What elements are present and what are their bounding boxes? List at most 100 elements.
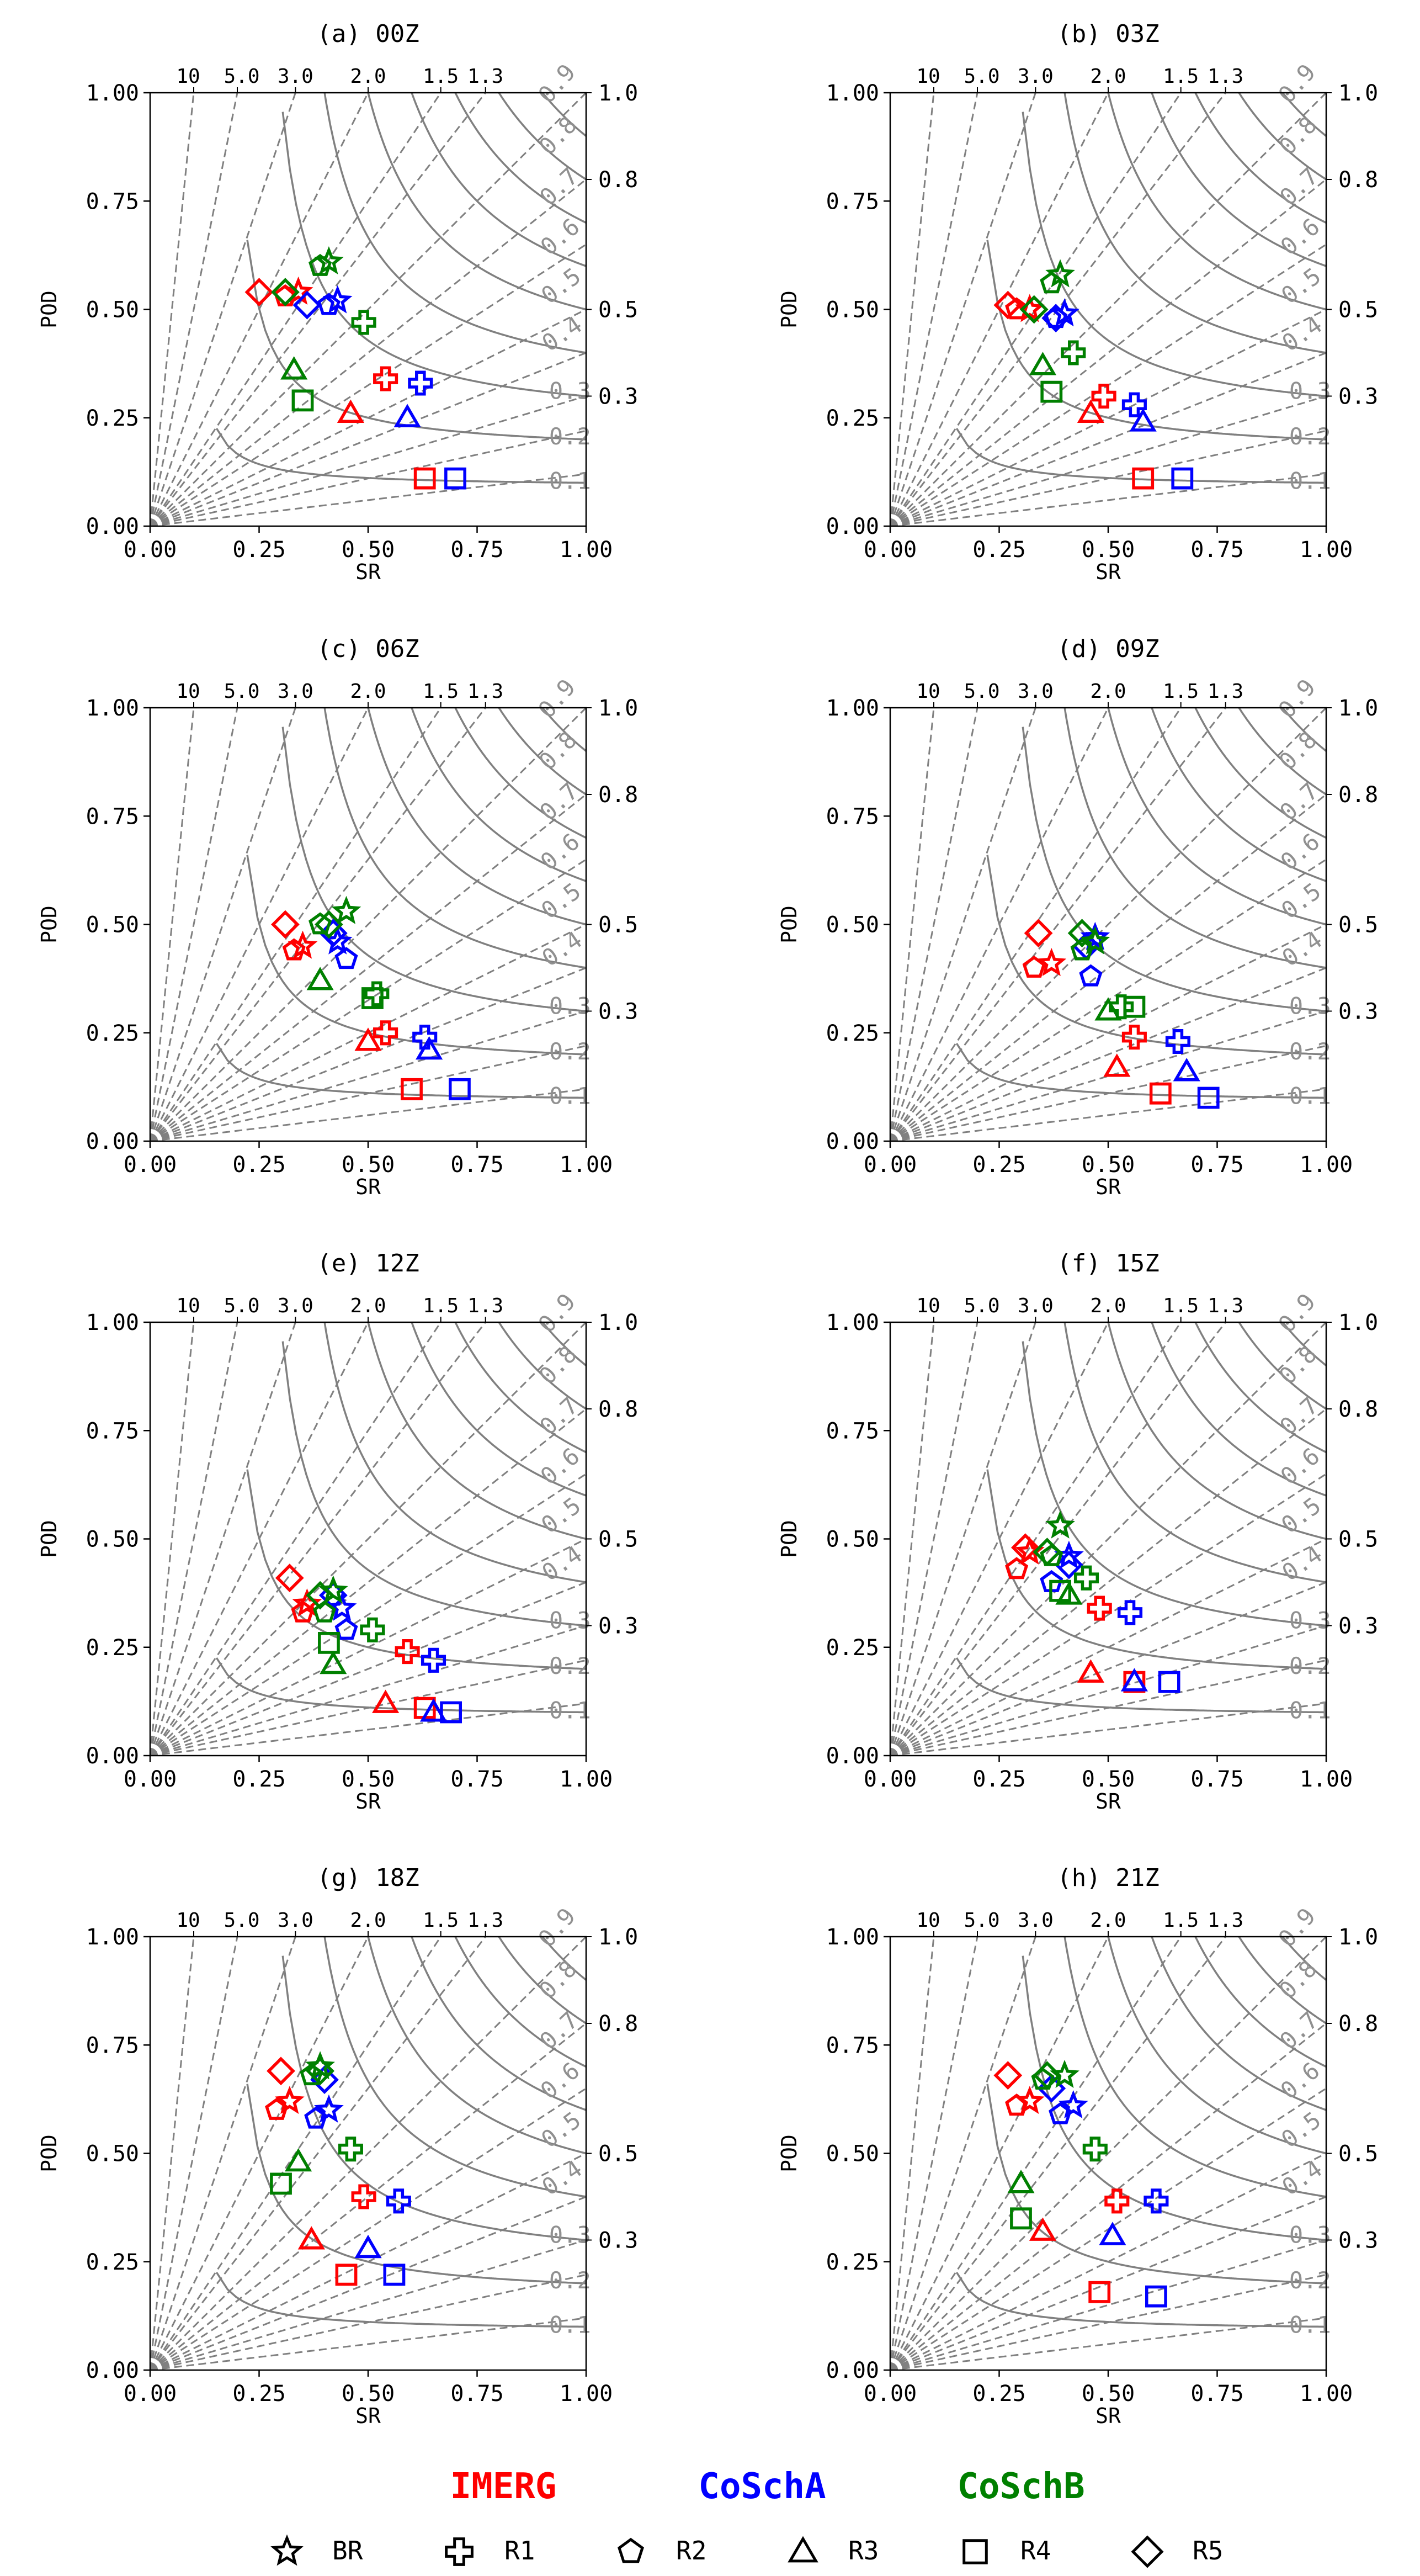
x-tick-label: 0.75: [1190, 1767, 1243, 1792]
marker-coscha-r1: [412, 1025, 438, 1050]
csi-curve: [986, 2084, 1326, 2285]
csi-curve: [541, 1937, 586, 1981]
panel-5: 0.10.20.30.40.50.60.70.80.90.00 0.25 0.50 0…: [777, 1249, 1378, 1814]
csi-label: 0.7: [1274, 2006, 1323, 2055]
bias-line: [890, 178, 1326, 526]
csi-label: 0.1: [549, 468, 591, 495]
x-tick-label: 0.00: [124, 537, 177, 563]
bias-line: [890, 1322, 1226, 1756]
x-tick-label: 0.25: [232, 537, 285, 563]
csi-label: 0.8: [1274, 1340, 1322, 1390]
marker-coscha-r2: [334, 1618, 358, 1640]
csi-label: 0.9: [533, 59, 581, 108]
marker-coscha-r3: [1120, 1668, 1148, 1692]
bias-line: [150, 93, 586, 526]
bias-label: 2.0: [350, 680, 386, 703]
bias-label: 1.5: [1163, 680, 1199, 703]
csi-label: 0.2: [549, 1652, 591, 1679]
csi-label: 0.1: [1289, 2312, 1331, 2339]
y-tick-label: 0.75: [86, 804, 139, 829]
y-tick-label: 0.00: [86, 1743, 139, 1769]
csi-curve: [281, 112, 586, 397]
csi-curve: [411, 708, 586, 882]
csi-label: 0.3: [549, 2221, 591, 2248]
y-axis-label: POD: [37, 1520, 61, 1558]
y-tick-label: 0.50: [826, 2142, 879, 2167]
csi-label: 0.6: [535, 828, 585, 876]
right-bias-label: 0.3: [1338, 384, 1378, 410]
marker-coscha-r1: [1117, 1600, 1143, 1625]
legend-dataset-imerg: IMERG: [450, 2466, 557, 2507]
csi-curve: [1063, 1322, 1326, 1583]
bias-line: [890, 93, 1326, 526]
marker-coschb-r1: [351, 310, 376, 335]
bias-line: [150, 2196, 586, 2370]
x-tick-label: 0.50: [1082, 537, 1135, 563]
y-tick-label: 0.50: [826, 913, 879, 938]
csi-curve: [411, 1322, 586, 1497]
bias-label: 1.5: [1163, 1909, 1199, 1932]
marker-coscha-r1: [1144, 2188, 1169, 2214]
bias-label: 2.0: [350, 1909, 386, 1932]
bias-line: [890, 708, 1109, 1141]
plot-area: [890, 708, 1326, 1141]
csi-curve: [497, 708, 586, 796]
csi-label: 0.8: [534, 1955, 582, 2004]
y-tick-label: 0.00: [86, 1129, 139, 1154]
csi-curve: [323, 1937, 586, 2198]
csi-curve: [1194, 1322, 1326, 1454]
right-bias-label: 1.0: [1338, 1925, 1378, 1950]
csi-curve: [367, 93, 586, 311]
marker-coscha-r3: [419, 1698, 448, 1722]
csi-label: 0.1: [549, 1697, 591, 1724]
marker-coschb-r3: [1007, 2170, 1035, 2193]
x-tick-label: 0.75: [1190, 2381, 1243, 2407]
marker-imerg-r5: [267, 2056, 295, 2086]
right-bias-label: 0.5: [1338, 2142, 1378, 2167]
csi-label: 0.6: [535, 213, 585, 261]
csi-curve: [1063, 1937, 1326, 2198]
csi-label: 0.6: [1275, 2057, 1325, 2105]
csi-curve: [215, 1042, 586, 1099]
marker-coschb-r3: [306, 967, 334, 990]
y-tick-label: 0.25: [86, 1635, 139, 1661]
y-tick-label: 0.75: [826, 804, 879, 829]
markers: [1005, 1510, 1180, 1693]
marker-coschb-r2: [309, 912, 332, 935]
bias-label: 1.5: [1163, 1295, 1199, 1317]
marker-coscha-r4: [440, 1701, 462, 1724]
csi-label: 0.5: [1276, 262, 1326, 309]
marker-coscha-r2: [1079, 964, 1103, 987]
csi-label: 0.7: [534, 2006, 583, 2055]
bias-line: [150, 1010, 586, 1141]
csi-label: 0.7: [1274, 1392, 1323, 1440]
csi-label: 0.8: [1274, 111, 1322, 160]
csi-curve: [215, 1657, 586, 1714]
csi-curve: [323, 1322, 586, 1583]
csi-label: 0.9: [533, 1289, 581, 1338]
bias-line: [150, 178, 586, 526]
csi-curve: [1022, 1341, 1326, 1627]
x-tick-label: 0.75: [450, 1767, 503, 1792]
bias-line: [890, 1322, 1036, 1756]
csi-label: 0.3: [1289, 992, 1331, 1019]
bias-line: [150, 1937, 586, 2370]
csi-label: 0.9: [1273, 1903, 1321, 1952]
marker-coschb-r2: [309, 253, 332, 276]
marker-coschb-r5: [315, 910, 343, 939]
csi-curve: [1151, 1322, 1326, 1497]
csi-curve: [1281, 1937, 1326, 1981]
marker-coscha-r2: [317, 293, 341, 315]
csi-label: 0.4: [537, 2155, 587, 2201]
csi-label: 0.4: [1277, 311, 1327, 357]
marker-imerg-r5: [993, 2061, 1023, 2090]
y-tick-label: 0.00: [826, 514, 879, 539]
plot-area: [150, 1322, 586, 1756]
panel-title: (e) 12Z: [317, 1249, 419, 1278]
bias-label: 3.0: [278, 680, 313, 703]
markers: [1022, 919, 1220, 1109]
bias-line: [890, 1322, 978, 1756]
legend-label-r1: R1: [504, 2536, 535, 2566]
marker-coschb-br: [1045, 1510, 1075, 1539]
right-bias-label: 0.3: [1338, 1614, 1378, 1639]
